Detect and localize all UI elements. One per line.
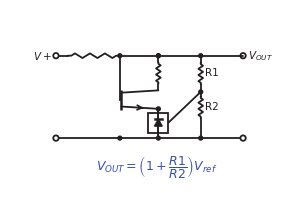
Text: R2: R2 [205,102,219,112]
Circle shape [199,90,203,94]
Circle shape [199,54,203,58]
Text: $V+$: $V+$ [33,50,51,62]
Circle shape [156,136,160,140]
Circle shape [118,54,122,58]
Text: R1: R1 [205,68,219,78]
Circle shape [156,54,160,58]
Bar [148,113,168,133]
Circle shape [199,136,203,140]
Circle shape [156,54,160,58]
Circle shape [118,136,122,140]
Text: $V_{OUT} = \left(1 + \dfrac{R1}{R2}\right)V_{ref}$: $V_{OUT} = \left(1 + \dfrac{R1}{R2}\righ… [96,154,218,180]
Circle shape [156,107,160,111]
Text: $V_{OUT}$: $V_{OUT}$ [248,49,273,63]
Polygon shape [155,119,162,126]
